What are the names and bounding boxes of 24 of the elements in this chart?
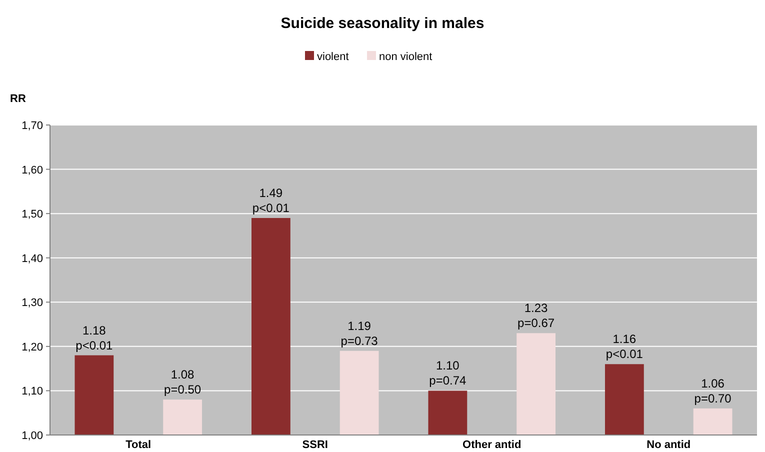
data-label: 1.16 p<0.01 <box>606 332 644 362</box>
x-tick-label: SSRI <box>302 439 328 451</box>
y-tick-label: 1,20 <box>22 341 43 354</box>
data-label: 1.49 p<0.01 <box>252 186 290 215</box>
data-label: 1.06 p=0.70 <box>694 376 732 406</box>
data-label: 1.08 p=0.50 <box>164 368 202 397</box>
y-tick-label: 1,70 <box>22 120 43 132</box>
y-tick-label: 1,60 <box>22 164 43 176</box>
y-tick-label: 1,00 <box>22 430 43 442</box>
data-label: 1.18 p<0.01 <box>76 323 114 352</box>
y-tick-label: 1,30 <box>22 297 43 310</box>
data-label: 1.19 p=0.73 <box>340 318 378 348</box>
data-label: 1.10 p=0.74 <box>429 358 467 388</box>
x-tick-label: No antid <box>646 439 691 451</box>
chart-title: Suicide seasonality in males <box>280 15 484 32</box>
legend-label: non violent <box>379 51 432 63</box>
legend-label: violent <box>317 51 349 63</box>
y-tick-label: 1,40 <box>22 252 43 265</box>
x-tick-label: Other antid <box>462 439 522 451</box>
y-tick-label: 1,10 <box>22 386 43 398</box>
y-tick-label: 1,50 <box>22 208 43 221</box>
y-axis-title: RR <box>10 93 26 105</box>
data-label: 1.23 p=0.67 <box>518 301 555 330</box>
x-tick-label: Total <box>126 439 152 451</box>
